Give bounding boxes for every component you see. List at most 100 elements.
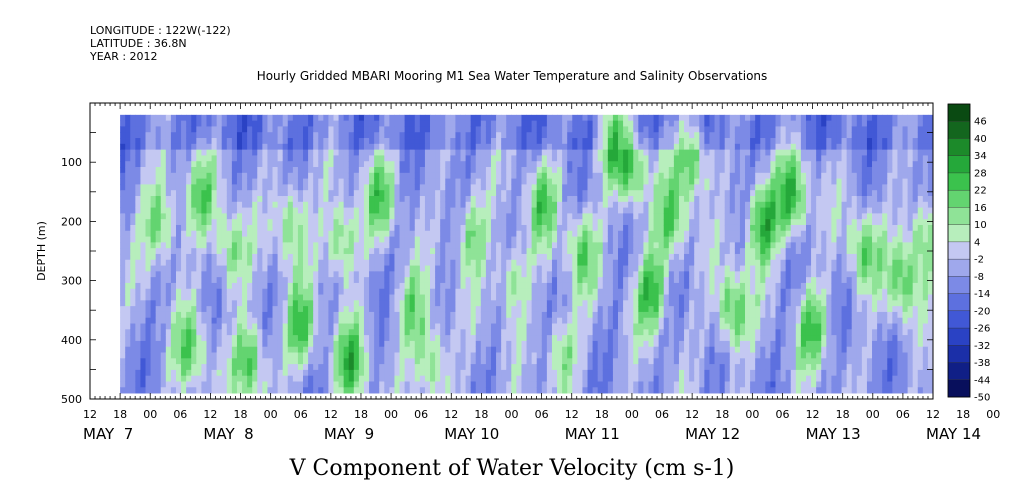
heatmap-cell <box>399 178 406 185</box>
heatmap-cell <box>297 381 304 388</box>
heatmap-cell <box>551 294 558 301</box>
heatmap-cell <box>287 143 294 151</box>
heatmap-cell <box>638 294 644 301</box>
heatmap-cell <box>374 259 380 266</box>
heatmap-cell <box>577 161 583 168</box>
heatmap-cell <box>130 375 136 382</box>
heatmap-cell <box>170 190 177 197</box>
heatmap-cell <box>348 288 355 295</box>
heatmap-cell <box>409 224 416 232</box>
heatmap-cell <box>155 369 162 377</box>
heatmap-cell <box>353 311 360 319</box>
heatmap-cell <box>313 213 319 220</box>
heatmap-cell <box>516 114 522 122</box>
heatmap-cell <box>236 190 243 197</box>
heatmap-cell <box>216 190 223 197</box>
heatmap-cell <box>399 253 406 261</box>
heatmap-cell <box>282 346 289 353</box>
heatmap-cell <box>404 282 411 290</box>
heatmap-cell <box>160 288 167 295</box>
heatmap-cell <box>282 317 289 324</box>
heatmap-cell <box>130 271 136 278</box>
heatmap-cell <box>201 381 207 388</box>
heatmap-cell <box>516 242 522 249</box>
heatmap-cell <box>196 375 202 382</box>
heatmap-cell <box>597 375 604 382</box>
heatmap-cell <box>404 167 411 174</box>
heatmap-cell <box>577 306 583 313</box>
heatmap-cell <box>120 352 126 359</box>
heatmap-cell <box>170 335 177 342</box>
heatmap-cell <box>419 294 426 301</box>
heatmap-cell <box>450 300 456 307</box>
heatmap-cell <box>135 265 141 272</box>
heatmap-cell <box>587 323 593 330</box>
heatmap-cell <box>297 306 304 313</box>
heatmap-cell <box>313 126 319 133</box>
heatmap-cell <box>358 340 365 348</box>
heatmap-cell <box>643 329 649 336</box>
heatmap-cell <box>404 352 411 359</box>
heatmap-cell <box>628 114 634 122</box>
heatmap-cell <box>120 381 126 388</box>
heatmap-cell <box>643 259 649 266</box>
heatmap-cell <box>272 138 278 145</box>
heatmap-cell <box>582 213 588 220</box>
heatmap-cell <box>557 224 563 232</box>
heatmap-cell <box>638 138 644 145</box>
heatmap-cell <box>633 253 639 261</box>
heatmap-cell <box>572 340 578 348</box>
heatmap-cell <box>531 253 538 261</box>
heatmap-cell <box>267 132 273 139</box>
heatmap-cell <box>247 178 253 185</box>
heatmap-cell <box>618 138 624 145</box>
heatmap-cell <box>490 184 497 191</box>
heatmap-cell <box>597 271 604 278</box>
heatmap-cell <box>313 329 319 336</box>
heatmap-cell <box>414 242 421 249</box>
heatmap-cell <box>567 288 573 295</box>
heatmap-cell <box>135 253 141 261</box>
heatmap-cell <box>384 375 390 382</box>
heatmap-cell <box>150 172 157 180</box>
heatmap-cell <box>262 300 268 307</box>
heatmap-cell <box>272 323 278 330</box>
heatmap-cell <box>308 329 314 336</box>
heatmap-cell <box>358 277 365 284</box>
heatmap-cell <box>292 277 299 284</box>
heatmap-cell <box>201 253 207 261</box>
heatmap-cell <box>206 300 212 307</box>
heatmap-cell <box>490 317 497 324</box>
heatmap-cell <box>369 236 375 243</box>
heatmap-cell <box>358 149 365 156</box>
heatmap-cell <box>465 155 472 162</box>
heatmap-cell <box>399 294 406 301</box>
heatmap-cell <box>292 178 299 185</box>
heatmap-cell <box>221 161 228 168</box>
heatmap-cell <box>496 294 502 301</box>
heatmap-cell <box>587 184 593 191</box>
heatmap-cell <box>353 114 360 122</box>
heatmap-cell <box>374 271 380 278</box>
heatmap-cell <box>272 311 278 319</box>
heatmap-cell <box>475 387 482 394</box>
heatmap-cell <box>404 207 411 214</box>
heatmap-cell <box>455 288 461 295</box>
heatmap-cell <box>303 381 309 388</box>
heatmap-cell <box>384 236 390 243</box>
heatmap-cell <box>612 132 619 139</box>
heatmap-cell <box>607 329 614 336</box>
heatmap-cell <box>562 317 568 324</box>
heatmap-cell <box>526 138 533 145</box>
heatmap-cell <box>140 329 146 336</box>
heatmap-cell <box>607 294 614 301</box>
heatmap-cell <box>170 248 177 255</box>
heatmap-cell <box>206 132 212 139</box>
heatmap-cell <box>369 375 375 382</box>
heatmap-cell <box>201 230 207 237</box>
heatmap-cell <box>303 201 309 208</box>
heatmap-cell <box>191 172 197 180</box>
heatmap-cell <box>216 300 223 307</box>
heatmap-cell <box>414 329 421 336</box>
heatmap-cell <box>511 248 517 255</box>
